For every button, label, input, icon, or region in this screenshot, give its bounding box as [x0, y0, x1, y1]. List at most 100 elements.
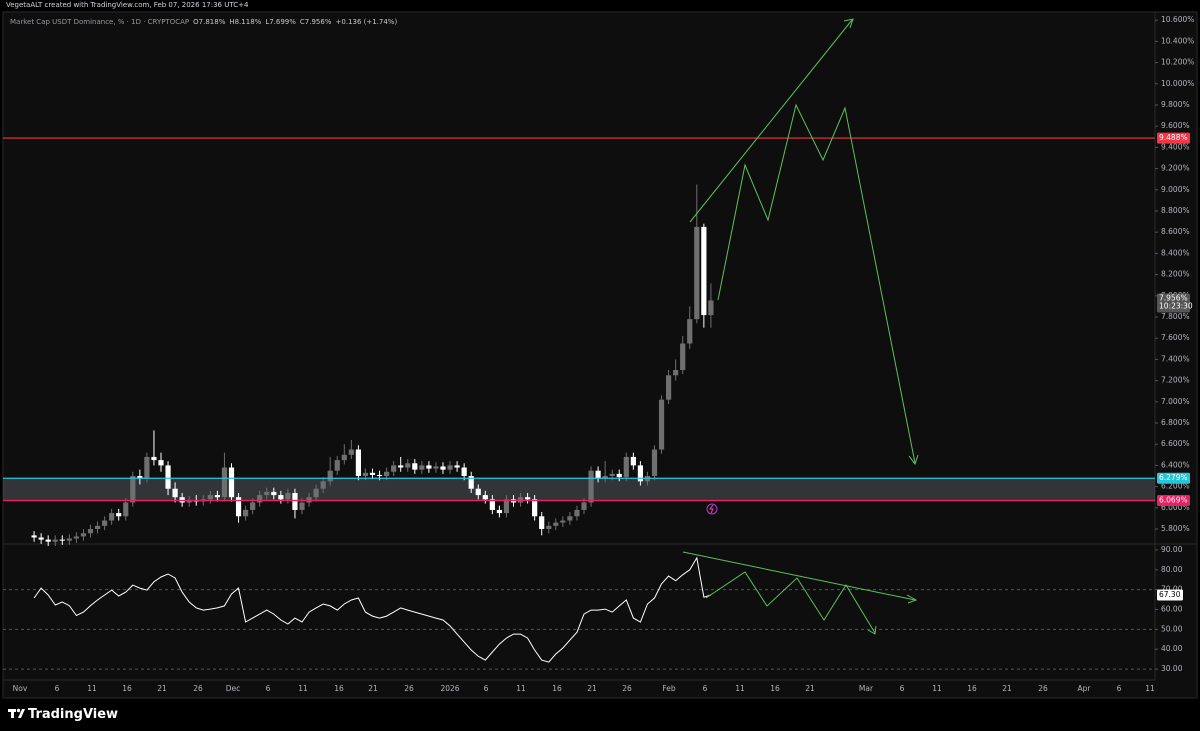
- candle-body: [687, 319, 693, 344]
- y-tick-label: 10.600%: [1161, 15, 1194, 24]
- y-tick-label: 5.800%: [1161, 524, 1190, 533]
- y-tick-label: 50.00: [1161, 624, 1183, 633]
- candle-body: [391, 465, 397, 472]
- x-tick-label: 21: [805, 684, 815, 693]
- x-tick-label: 6: [900, 684, 905, 693]
- candle-body: [109, 513, 115, 521]
- x-tick-label: 11: [298, 684, 308, 693]
- y-tick-label: 10.200%: [1161, 58, 1194, 67]
- candle-body: [221, 467, 228, 498]
- candle-body: [73, 536, 79, 539]
- candle-body: [313, 488, 319, 498]
- x-tick-label: 26: [193, 684, 203, 693]
- legend-item: C7.956%: [299, 18, 332, 26]
- y-tick-label: 40.00: [1161, 644, 1183, 653]
- y-tick-label: 6.000%: [1161, 503, 1190, 512]
- candle-body: [235, 497, 242, 517]
- candle-body: [503, 499, 510, 514]
- x-tick-label: 26: [404, 684, 414, 693]
- candle-body: [271, 491, 277, 496]
- y-tick-label: 8.600%: [1161, 227, 1190, 236]
- candle-body: [673, 370, 679, 376]
- y-tick-label: 7.800%: [1161, 312, 1190, 321]
- candle-body: [398, 465, 404, 468]
- candle-body: [151, 456, 157, 461]
- candle-body: [285, 492, 291, 500]
- candle-body: [264, 491, 270, 496]
- candle-body: [52, 539, 58, 542]
- x-tick-label: 26: [1038, 684, 1048, 693]
- x-tick-label: Mar: [859, 684, 874, 693]
- candle-body: [369, 472, 376, 475]
- level-label-bg: [1157, 472, 1190, 484]
- candle-body: [609, 473, 615, 477]
- candle-body: [637, 465, 643, 482]
- x-tick-label: 21: [368, 684, 378, 693]
- candle-body: [560, 520, 566, 523]
- candle-body: [574, 509, 580, 517]
- candle-body: [595, 470, 601, 479]
- x-tick-label: 11: [932, 684, 942, 693]
- x-tick-label: 16: [770, 684, 780, 693]
- y-tick-label: 60.00: [1161, 605, 1183, 614]
- candle-body: [94, 525, 101, 530]
- ohlc-legend: O7.818% H8.118% L7.699% C7.956% +0.136 (+1.7…: [193, 18, 401, 26]
- legend-item: +0.136 (+1.74%): [335, 18, 398, 26]
- y-tick-label: 9.000%: [1161, 185, 1190, 194]
- candle-body: [461, 467, 467, 477]
- candle-body: [137, 476, 143, 479]
- candle-body: [327, 470, 333, 482]
- price-label-bg: [1157, 293, 1190, 313]
- x-tick-label: 6: [703, 684, 708, 693]
- candle-body: [496, 509, 502, 514]
- x-tick-label: 6: [1117, 684, 1122, 693]
- x-tick-label: 26: [622, 684, 632, 693]
- candle-body: [80, 533, 87, 537]
- x-tick-label: 6: [55, 684, 60, 693]
- candle-body: [341, 454, 347, 461]
- x-tick-label: 16: [122, 684, 132, 693]
- candle-body: [165, 465, 171, 489]
- legend-item: L7.699%: [265, 18, 296, 26]
- candle-body: [623, 456, 629, 478]
- logo-mark: [8, 708, 25, 718]
- arrow-head: [906, 594, 918, 604]
- legend-item: O7.818%: [193, 18, 226, 26]
- level-label: 6.069%: [1159, 495, 1188, 504]
- candle-body: [66, 538, 72, 541]
- y-tick-label: 9.400%: [1161, 142, 1190, 151]
- credit: VegetaALT created with TradingView.com, …: [6, 1, 249, 9]
- level-label-bg: [1157, 132, 1190, 144]
- candle-body: [588, 470, 594, 503]
- candle-body: [546, 525, 552, 530]
- candle-body: [666, 375, 672, 400]
- logo-text: TradingView: [28, 707, 119, 722]
- candle-body: [214, 495, 220, 498]
- x-tick-label: 21: [1002, 684, 1012, 693]
- candle-body: [517, 497, 524, 503]
- candle-body: [708, 300, 714, 316]
- candle-body: [475, 488, 481, 496]
- y-tick-label: 10.000%: [1161, 79, 1194, 88]
- candle-body: [278, 495, 284, 500]
- y-tick-label: 9.600%: [1161, 121, 1190, 130]
- candle-body: [355, 449, 361, 477]
- candle-body: [362, 472, 369, 477]
- rsi-trend-arrow: [682, 551, 916, 601]
- candle-body: [306, 497, 312, 503]
- candle-body: [228, 467, 235, 498]
- x-tick-label: 16: [552, 684, 562, 693]
- candle-body: [186, 500, 192, 503]
- candle-body: [384, 471, 390, 477]
- candle-body: [694, 226, 700, 320]
- candle-body: [38, 537, 44, 540]
- y-tick-label: 6.200%: [1161, 482, 1190, 491]
- level-label: 9.488%: [1159, 133, 1188, 142]
- candle-body: [250, 502, 256, 510]
- plot: 5.800% 6.000% 6.200% 6.400% 6.600% 6.800% 7.00…: [3, 15, 1194, 693]
- y-tick-label: 9.800%: [1161, 100, 1190, 109]
- candle-body: [532, 499, 538, 517]
- y-tick-label: 8.400%: [1161, 248, 1190, 257]
